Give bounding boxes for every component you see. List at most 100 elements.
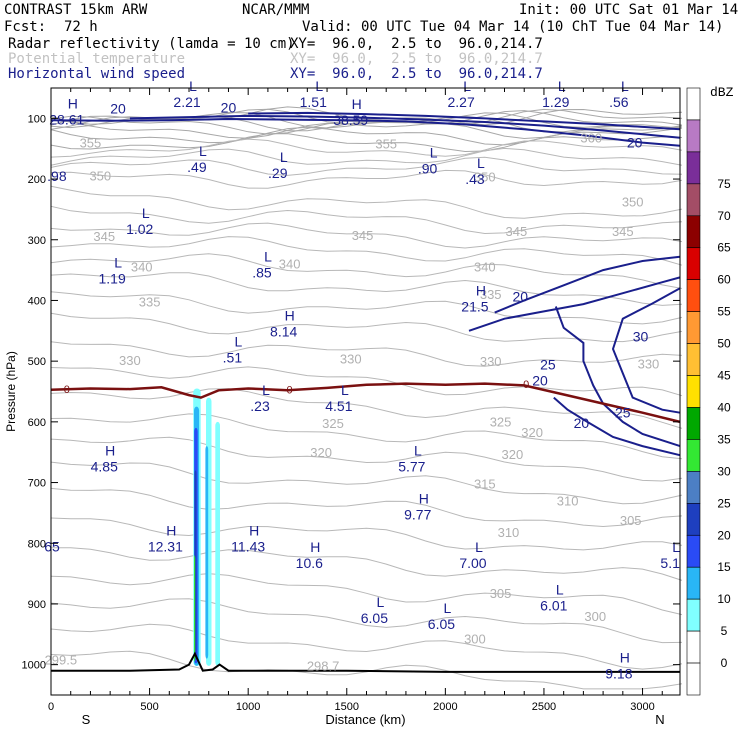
theta-label: 310	[498, 525, 520, 540]
wind-label: 30	[633, 329, 649, 345]
theta-label: 345	[93, 229, 115, 244]
theta-label: 355	[80, 135, 102, 150]
theta-label: 325	[490, 415, 512, 430]
field-name-theta: Potential temperature	[8, 51, 186, 67]
extremum-value: 65	[44, 538, 60, 554]
y-tick-label: 1000	[22, 660, 46, 672]
colorbar-swatch	[686, 662, 701, 696]
colorbar-label: 75	[717, 177, 731, 191]
wind-contour-line	[129, 114, 681, 139]
extremum-marker: L	[189, 78, 197, 94]
colorbar-label: 25	[717, 496, 731, 510]
theta-contour-line	[50, 366, 683, 397]
theta-contour-line	[50, 573, 683, 616]
extremum-marker: L	[235, 333, 243, 349]
theta-label: 340	[474, 259, 496, 274]
y-tick-label: 700	[28, 478, 46, 490]
extremum-marker: L	[556, 582, 564, 598]
y-tick-label: 600	[28, 417, 46, 429]
extremum-value: 12.31	[148, 538, 183, 554]
theta-label: 350	[622, 194, 644, 209]
extremum-marker: H	[68, 96, 78, 112]
theta-contour-line	[50, 388, 683, 429]
colorbar-swatch	[686, 503, 701, 536]
theta-label: 310	[557, 494, 579, 509]
init-time: Init: 00 UTC Sat 01 Mar 14	[519, 2, 739, 18]
extremum-value: .29	[268, 165, 288, 181]
theta-label: 330	[480, 354, 502, 369]
field-xy-reflectivity: XY= 96.0, 2.5 to 96.0,214.7	[290, 36, 543, 52]
extremum-value: 1.29	[542, 94, 569, 110]
field-xy-theta: XY= 96.0, 2.5 to 96.0,214.7	[290, 51, 543, 67]
y-tick-label: 300	[28, 235, 46, 247]
theta-label: 360	[580, 131, 602, 146]
theta-label: 345	[612, 224, 634, 239]
x-tick-label: 2000	[433, 701, 457, 713]
colorbar-label: 30	[717, 464, 731, 478]
theta-label: 300	[464, 631, 486, 646]
x-tick-label: 1000	[236, 701, 260, 713]
plot-frame	[50, 87, 681, 696]
theta-label: 320	[502, 447, 524, 462]
colorbar-swatch	[686, 311, 701, 344]
freezing-label: 0	[64, 384, 70, 396]
theta-label: 345	[352, 228, 374, 243]
y-tick-label: 400	[28, 295, 46, 307]
theta-contour-line	[50, 623, 683, 670]
colorbar-swatch	[686, 375, 701, 408]
extremum-marker: L	[475, 539, 483, 555]
wind-label: 20	[512, 289, 528, 305]
theta-contour-line	[50, 205, 683, 235]
extremum-marker: H	[310, 539, 320, 555]
y-tick-label: 800	[28, 538, 46, 550]
theta-label: 335	[480, 287, 502, 302]
theta-contour-line	[50, 119, 683, 140]
colorbar-label: 5	[721, 624, 728, 638]
theta-label: 320	[310, 445, 332, 460]
extremum-value: .85	[252, 264, 272, 280]
colorbar-label: 60	[717, 273, 731, 287]
y-tick-label: 100	[28, 113, 46, 125]
freezing-label: 0	[523, 379, 529, 391]
extremum-marker: L	[444, 600, 452, 616]
extremum-marker: L	[558, 78, 566, 94]
theta-label: 305	[490, 586, 512, 601]
wind-label: 20	[574, 415, 590, 431]
valid-time: Valid: 00 UTC Tue 04 Mar 14 (10 ChT Tue …	[302, 19, 724, 35]
extremum-marker: L	[114, 255, 122, 271]
colorbar-label: 35	[717, 432, 731, 446]
freezing-label: 0	[287, 385, 293, 397]
south-label: S	[82, 712, 91, 727]
colorbar-label: 45	[717, 369, 731, 383]
wind-contour-line	[611, 287, 681, 414]
extremum-value: .56	[609, 94, 629, 110]
colorbar-swatch	[686, 566, 701, 600]
extremum-value: 6.05	[428, 616, 455, 632]
plot-frame-background	[51, 88, 680, 695]
wind-contour-line	[553, 396, 681, 457]
theta-contour-line	[50, 598, 683, 644]
reflectivity-cell	[194, 555, 196, 662]
theta-contour-line	[50, 291, 683, 325]
y-tick-label: 900	[28, 599, 46, 611]
theta-label: 335	[139, 295, 161, 310]
colorbar-swatch	[686, 119, 701, 153]
x-tick-label: 500	[140, 701, 158, 713]
x-axis-label: Distance (km)	[325, 712, 405, 727]
y-tick-label: 500	[28, 356, 46, 368]
theta-label: 350	[474, 169, 496, 184]
wind-contour-line	[248, 111, 681, 131]
extremum-marker: H	[352, 96, 362, 112]
freezing-level-line	[50, 382, 681, 424]
extremum-marker: L	[315, 78, 323, 94]
axes: 0 500 1000 1500 2000 2500 30001002003004005006…	[4, 87, 681, 727]
extremum-value: 38.59	[333, 112, 368, 128]
extremum-value: .51	[223, 349, 243, 365]
wind-label: 20	[627, 134, 643, 150]
extremum-marker: L	[463, 78, 471, 94]
theta-label: 330	[119, 353, 141, 368]
wind-contours	[50, 111, 681, 457]
theta-label: 299.5	[45, 653, 78, 668]
forecast-label: Fcst:	[4, 19, 47, 35]
